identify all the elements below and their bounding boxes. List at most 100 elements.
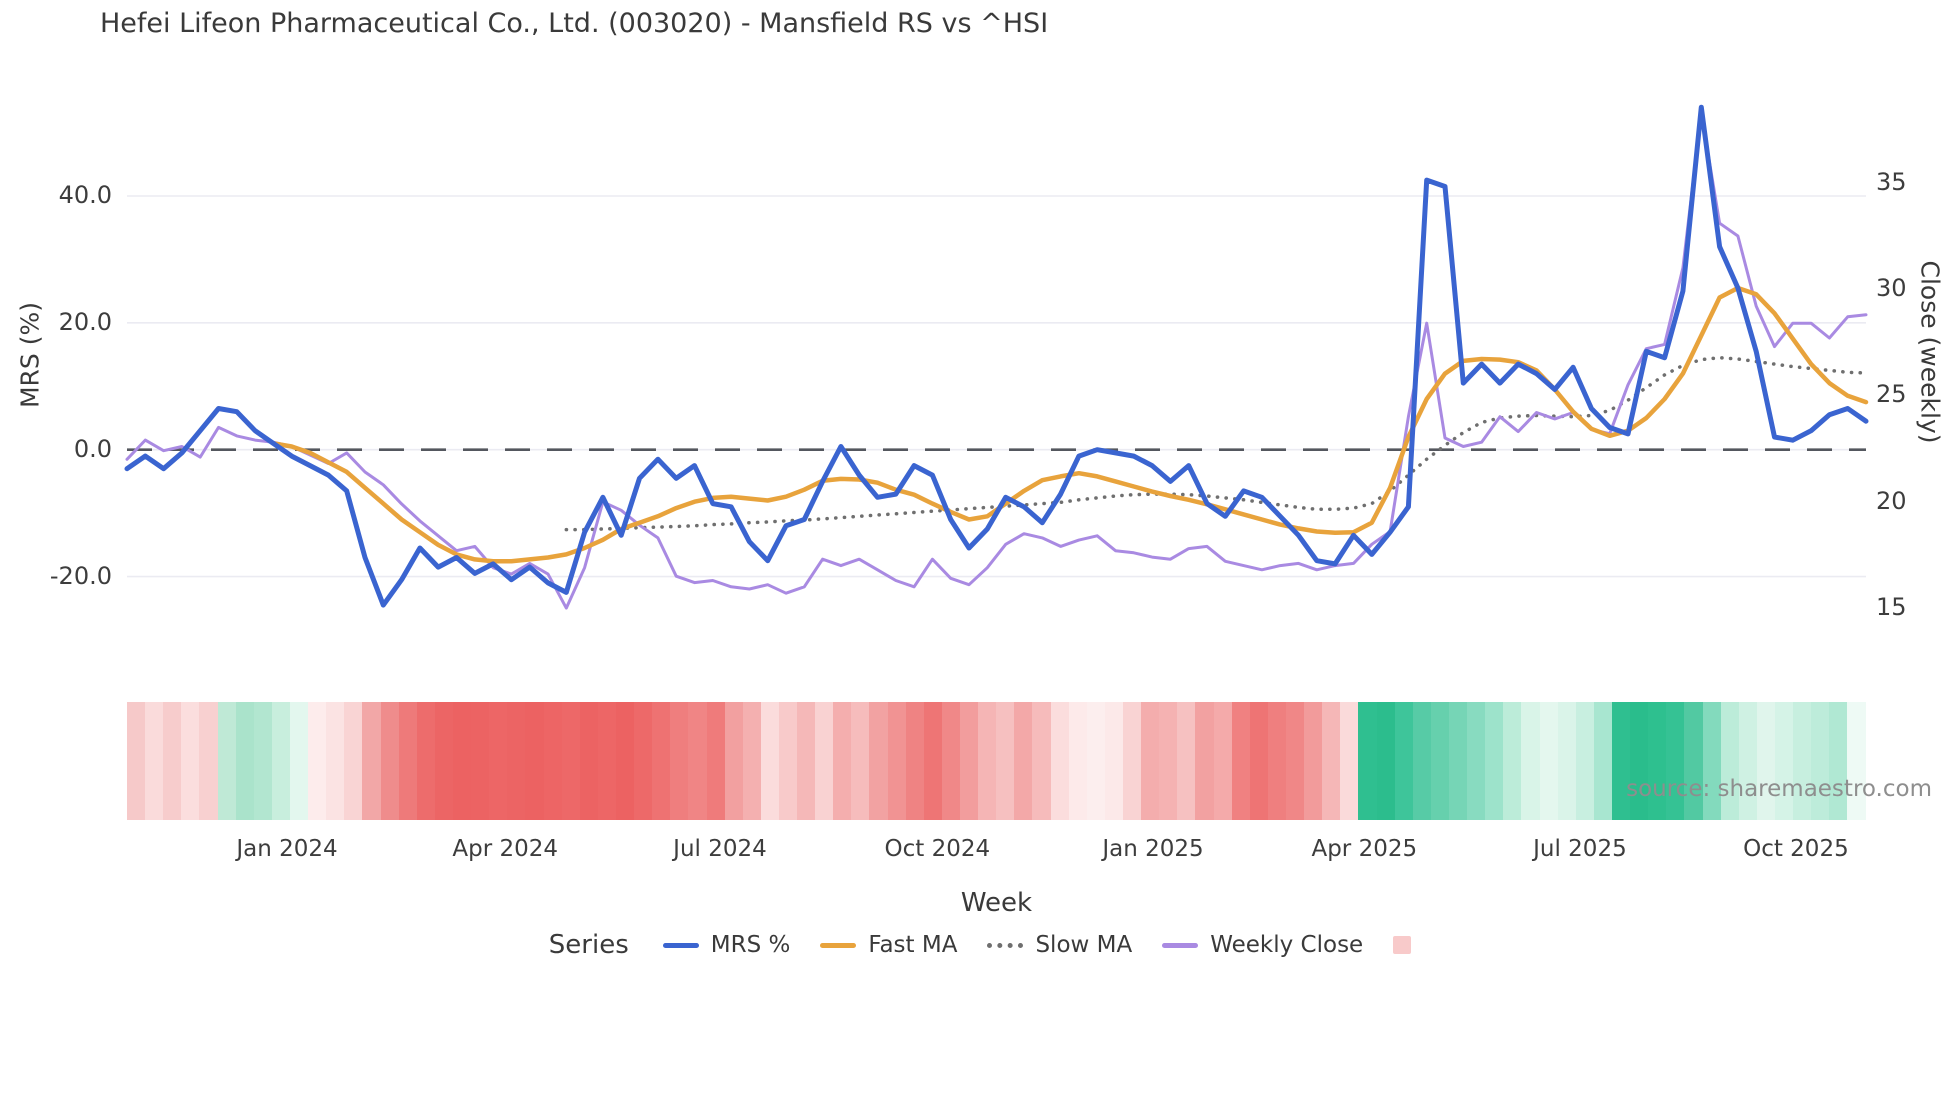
x-axis-tick: Apr 2025 (1311, 836, 1418, 862)
heatmap-week-cell (1521, 702, 1540, 820)
heatmap-week-cell (452, 702, 472, 820)
heatmap-week-cell (1104, 702, 1124, 820)
heatmap-week-cell (833, 702, 852, 820)
heatmap-week-cell (181, 702, 200, 820)
heatmap-week-cell (1213, 702, 1232, 820)
heatmap-week-cell (597, 702, 616, 820)
heatmap-week-cell (1086, 702, 1105, 820)
heatmap-week-cell (1394, 702, 1413, 820)
legend-item-heatmap[interactable] (1393, 936, 1412, 954)
mrs-line-swatch-icon (662, 942, 699, 948)
heatmap-week-cell (797, 702, 816, 820)
legend: Series MRS % Fast MA Slow MA Weekly Clos… (0, 930, 1960, 960)
weekly-close-line-swatch-icon (1162, 942, 1199, 948)
heatmap-week-cell (778, 702, 798, 820)
heatmap-week-cell (724, 702, 743, 820)
legend-label-mrs: MRS % (710, 932, 791, 958)
heatmap-week-cell (1141, 702, 1160, 820)
left-axis-tick: 20.0 (58, 307, 112, 336)
heatmap-week-cell (1376, 702, 1395, 820)
heatmap-week-cell (289, 702, 309, 820)
heatmap-week-cell (145, 702, 164, 820)
heatmap-week-cell (489, 702, 508, 820)
heatmap-week-cell (1032, 702, 1051, 820)
legend-label-fast-ma: Fast MA (868, 932, 958, 958)
x-axis-tick: Jul 2025 (1533, 836, 1627, 862)
heatmap-week-cell (362, 702, 381, 820)
heatmap-week-cell (1539, 702, 1558, 820)
heatmap-week-cell (416, 702, 435, 820)
heatmap-week-cell (1774, 702, 1794, 820)
heatmap-week-cell (1014, 702, 1033, 820)
heatmap-week-cell (905, 702, 924, 820)
heatmap-week-cell (923, 702, 942, 820)
heatmap-week-cell (1050, 702, 1069, 820)
legend-item-weekly-close[interactable]: Weekly Close (1162, 932, 1363, 958)
heatmap-week-cell (706, 702, 725, 820)
heatmap-week-cell (1123, 702, 1142, 820)
heatmap-week-cell (1684, 702, 1703, 820)
x-axis-tick: Jul 2024 (673, 836, 767, 862)
heatmap-week-cell (1358, 702, 1377, 820)
left-axis-tick: 40.0 (58, 181, 112, 209)
x-axis-tick: Oct 2024 (884, 836, 991, 862)
heatmap-week-cell (634, 702, 653, 820)
heatmap-week-cell (199, 702, 218, 820)
heatmap-week-cell (1503, 702, 1522, 820)
slow-ma-dotted-swatch-icon (987, 942, 1024, 948)
heatmap-week-cell (344, 702, 363, 820)
heatmap-week-cell (1448, 702, 1468, 820)
legend-item-slow-ma[interactable]: Slow MA (987, 932, 1132, 958)
heatmap-week-cell (760, 702, 779, 820)
legend-item-mrs[interactable]: MRS % (662, 932, 791, 958)
heatmap-week-cell (1159, 702, 1178, 820)
heatmap-week-cell (869, 702, 888, 820)
heatmap-week-cell (1340, 702, 1359, 820)
heatmap-week-cell (217, 702, 236, 820)
heatmap-week-cell (235, 702, 254, 820)
heatmap-week-cell (253, 702, 272, 820)
x-axis-tick: Jan 2025 (1102, 836, 1204, 862)
right-axis-tick: 25 (1876, 380, 1907, 409)
heatmap-week-cell (525, 702, 544, 820)
right-axis-tick: 35 (1876, 167, 1907, 196)
heatmap-week-cell (1811, 702, 1830, 820)
heatmap-week-cell (1666, 702, 1685, 820)
heatmap-week-cell (308, 702, 327, 820)
heatmap-week-cell (579, 702, 598, 820)
right-axis-tick: 30 (1876, 274, 1907, 303)
heatmap-week-cell (543, 702, 562, 820)
fast-ma-line-swatch-icon (820, 942, 857, 948)
heatmap-week-cell (1630, 702, 1649, 820)
heatmap-week-cell (1756, 702, 1775, 820)
heatmap-week-cell (561, 702, 580, 820)
heatmap-week-cell (978, 702, 997, 820)
performance-heatmap-strip (127, 702, 1866, 820)
x-axis-tick: Oct 2025 (1743, 836, 1849, 862)
legend-item-fast-ma[interactable]: Fast MA (820, 932, 957, 958)
heatmap-week-cell (1068, 702, 1087, 820)
chart-title: Hefei Lifeon Pharmaceutical Co., Ltd. (0… (100, 8, 1049, 39)
heatmap-week-cell (1575, 702, 1594, 820)
left-axis-tick: 0.0 (73, 434, 112, 463)
heatmap-swatch-icon (1393, 936, 1412, 954)
heatmap-week-cell (615, 702, 635, 820)
heatmap-week-cell (507, 702, 526, 820)
heatmap-week-cell (1648, 702, 1667, 820)
left-axis-tick: -20.0 (49, 561, 112, 590)
heatmap-week-cell (1177, 702, 1196, 820)
heatmap-week-cell (1322, 702, 1341, 820)
heatmap-week-cell (960, 702, 979, 820)
heatmap-week-cell (815, 702, 834, 820)
heatmap-week-cell (1557, 702, 1576, 820)
x-axis-title: Week (960, 888, 1033, 918)
heatmap-week-cell (670, 702, 689, 820)
heatmap-week-cell (1412, 702, 1431, 820)
heatmap-week-cell (688, 702, 707, 820)
heatmap-week-cell (1467, 702, 1486, 820)
heatmap-week-cell (742, 702, 761, 820)
right-axis-tick: 15 (1876, 593, 1907, 622)
x-axis-tick: Jan 2024 (236, 836, 338, 862)
